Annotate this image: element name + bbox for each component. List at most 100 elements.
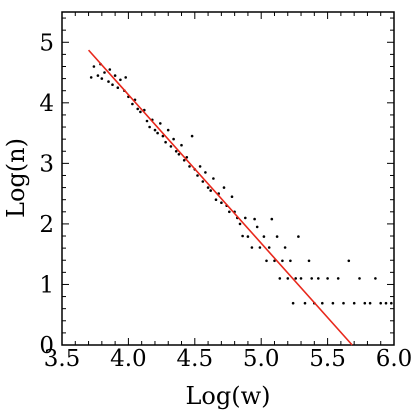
- data-point: [209, 189, 212, 192]
- y-tick-label: 1: [39, 272, 54, 298]
- tick-labels: 3.5 4.0 4.5 5.0 5.5 6.0 0 1 2 3 4 5: [39, 30, 412, 372]
- data-point: [172, 137, 175, 141]
- data-point: [281, 259, 284, 263]
- data-point: [384, 301, 388, 305]
- data-point: [177, 153, 181, 156]
- data-point: [374, 277, 377, 280]
- data-point: [206, 186, 210, 189]
- data-point: [139, 110, 142, 114]
- data-point: [358, 277, 361, 280]
- data-point: [390, 301, 393, 305]
- data-point: [145, 119, 149, 123]
- data-point: [244, 216, 247, 220]
- data-point: [241, 234, 244, 238]
- y-axis-label: Log(n): [2, 138, 30, 218]
- data-point: [164, 140, 167, 144]
- data-point: [180, 143, 183, 147]
- data-point: [275, 235, 279, 238]
- data-point: [310, 277, 314, 280]
- data-point: [317, 277, 320, 280]
- data-point: [307, 259, 311, 263]
- data-point: [265, 259, 268, 263]
- plot-frame: [61, 11, 395, 346]
- data-point: [326, 277, 329, 280]
- data-point: [166, 128, 170, 132]
- data-point: [336, 277, 340, 280]
- data-point: [289, 259, 292, 263]
- data-point: [185, 156, 189, 159]
- data-point: [379, 301, 383, 305]
- x-tick-label: 5.0: [243, 346, 280, 372]
- data-point: [352, 301, 356, 305]
- data-point: [291, 301, 295, 305]
- data-point: [196, 174, 199, 177]
- data-point: [253, 217, 256, 221]
- y-tick-label: 3: [39, 151, 54, 177]
- x-tick-label: 3.5: [44, 346, 81, 372]
- axis-ticks: [61, 12, 395, 346]
- fit-line-group: [87, 49, 353, 346]
- data-point: [220, 201, 223, 204]
- data-point: [188, 165, 191, 168]
- data-point: [148, 125, 151, 129]
- data-point: [124, 76, 127, 79]
- x-tick-label: 6.0: [376, 346, 413, 372]
- data-point: [262, 235, 266, 238]
- data-point: [89, 76, 93, 79]
- data-point: [169, 145, 173, 148]
- data-point: [174, 150, 178, 153]
- data-point: [204, 171, 207, 174]
- data-point: [368, 301, 372, 305]
- data-point: [228, 210, 231, 214]
- data-point: [230, 195, 234, 198]
- data-point: [153, 128, 157, 132]
- data-point: [96, 74, 100, 77]
- data-point: [190, 134, 194, 138]
- data-point: [321, 301, 324, 305]
- y-tick-label: 5: [39, 30, 54, 56]
- data-point: [159, 122, 162, 125]
- data-point: [331, 301, 335, 305]
- data-point: [238, 222, 242, 226]
- data-point: [136, 107, 139, 111]
- data-point: [212, 177, 215, 180]
- y-tick-label: 2: [39, 212, 54, 238]
- data-point: [113, 74, 117, 77]
- fit-line: [87, 49, 353, 346]
- y-tick-label: 0: [39, 333, 54, 359]
- y-tick-label: 4: [39, 91, 54, 117]
- data-point: [103, 71, 106, 74]
- data-point: [116, 86, 120, 89]
- data-point: [100, 77, 104, 80]
- data-point: [255, 225, 259, 229]
- data-point: [131, 102, 134, 106]
- data-point: [299, 277, 303, 280]
- data-point: [303, 301, 307, 305]
- data-point: [273, 259, 276, 263]
- data-point: [246, 235, 250, 238]
- data-point: [222, 186, 226, 189]
- data-point: [156, 131, 159, 135]
- data-point: [119, 78, 122, 82]
- data-point: [111, 83, 114, 86]
- data-point: [250, 246, 254, 249]
- data-points: [89, 62, 393, 305]
- data-point: [108, 68, 112, 71]
- data-point: [286, 277, 290, 280]
- data-point: [342, 301, 345, 305]
- data-point: [258, 246, 262, 249]
- x-tick-label: 4.5: [177, 346, 214, 372]
- data-point: [161, 134, 165, 138]
- data-point: [201, 180, 205, 183]
- data-point: [92, 65, 96, 68]
- data-point: [270, 217, 274, 221]
- x-tick-label: 4.0: [110, 346, 147, 372]
- data-point: [182, 159, 186, 162]
- data-point: [297, 235, 300, 238]
- data-point: [198, 165, 202, 168]
- x-axis-label: Log(w): [185, 382, 270, 410]
- data-point: [267, 246, 271, 249]
- data-point: [283, 246, 287, 249]
- data-point: [214, 198, 218, 201]
